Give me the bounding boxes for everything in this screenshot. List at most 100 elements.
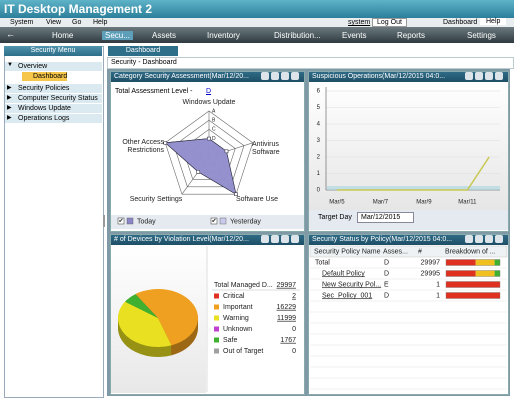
legend-label: Unknown: [223, 326, 252, 333]
logout-button[interactable]: Log Out: [372, 18, 407, 27]
menu-row: [5, 104, 102, 114]
menu-item[interactable]: Windows Update: [18, 105, 71, 112]
legend-label: Safe: [223, 337, 238, 344]
panel-icon[interactable]: [261, 72, 269, 80]
legend-value: 0: [292, 348, 296, 355]
table-cell: Default Policy: [322, 270, 365, 277]
table-cell: 29995: [421, 270, 441, 277]
menu-item[interactable]: Security Policies: [18, 85, 70, 92]
nav-tab[interactable]: Distribution...: [274, 31, 321, 40]
panel-icon[interactable]: [475, 72, 483, 80]
menu-item[interactable]: Computer Security Status: [18, 95, 98, 102]
content-tab[interactable]: Dashboard: [108, 46, 178, 56]
legend-check: ✔: [212, 219, 217, 225]
panel-icon[interactable]: [291, 72, 299, 80]
nav-tab[interactable]: Secu...: [102, 31, 133, 40]
radar-series: [163, 136, 238, 196]
radar-label-line: Windows Update: [183, 99, 236, 106]
y-tick-label: 2: [317, 155, 321, 161]
legend-swatch: [214, 293, 219, 299]
nav-tab[interactable]: Assets: [152, 31, 177, 40]
pie-slice: [135, 289, 198, 346]
radar-point: [234, 192, 238, 196]
top-link[interactable]: Help: [480, 18, 507, 25]
legend-swatch: [214, 337, 219, 343]
baseline-band: [327, 186, 500, 190]
menu-row: [5, 114, 102, 124]
radar-grid: [164, 110, 254, 195]
radar-point: [163, 141, 168, 145]
radar-point: [224, 149, 229, 154]
panel-icon[interactable]: [281, 72, 289, 80]
panel-icon[interactable]: [465, 235, 473, 243]
legend-label: Out of Target: [223, 348, 263, 355]
total-label: Total Managed D...: [214, 282, 273, 289]
pie-slice: [118, 301, 172, 347]
breakdown-bar: [475, 259, 495, 266]
panel-icon[interactable]: [495, 72, 503, 80]
line: [336, 156, 490, 191]
menu-row: [5, 94, 102, 104]
radar-point: [196, 170, 200, 174]
nav-tab[interactable]: Inventory: [207, 31, 240, 40]
radar-tick-label: B: [212, 118, 216, 124]
nav-tab[interactable]: Events: [342, 31, 367, 40]
splitter[interactable]: [103, 215, 105, 227]
menu-item[interactable]: System: [10, 19, 34, 26]
sidebar-title: Security Menu: [4, 46, 102, 56]
pie-slice: [135, 294, 158, 318]
panel-title: # of Devices by Violation Level(Mar/12/2…: [111, 235, 304, 245]
y-tick-label: 5: [317, 105, 321, 111]
menu-item[interactable]: Operations Logs: [18, 115, 70, 122]
panel-icon[interactable]: [271, 235, 279, 243]
panel-icon[interactable]: [271, 72, 279, 80]
menu-item[interactable]: Help: [93, 19, 108, 26]
breakdown-bar: [494, 259, 500, 266]
panel-icon[interactable]: [475, 235, 483, 243]
radar-label-line: Security Settings: [130, 196, 183, 203]
legend-label: Today: [137, 218, 156, 225]
legend-label: Yesterday: [230, 218, 261, 225]
nav-tab[interactable]: Reports: [397, 31, 426, 40]
breakdown-bar: [446, 281, 500, 288]
target-day-select[interactable]: Mar/12/2015: [357, 212, 414, 223]
nav-tab[interactable]: Settings: [467, 31, 496, 40]
menu-arrow: ▶: [7, 95, 12, 101]
menu-item[interactable]: View: [46, 19, 62, 26]
panel-icon[interactable]: [465, 72, 473, 80]
panel-title: Category Security Assessment(Mar/12/20..…: [111, 72, 304, 82]
pie-slice: [125, 294, 158, 318]
breakdown-bar: [446, 270, 476, 277]
menu-item[interactable]: Dashboard: [33, 73, 68, 80]
menu-item[interactable]: Overview: [18, 63, 48, 70]
legend-value: 11999: [277, 315, 296, 322]
column-header: Asses...: [383, 248, 408, 255]
panel-icon[interactable]: [485, 235, 493, 243]
legend-value: 2: [292, 293, 296, 300]
legend-swatch: [214, 304, 219, 310]
panel-icon[interactable]: [291, 235, 299, 243]
menu-item[interactable]: Go: [72, 19, 82, 26]
menu-bar: [0, 18, 514, 27]
legend-label: Important: [223, 304, 253, 311]
panel-icon[interactable]: [495, 235, 503, 243]
panel-icon[interactable]: [485, 72, 493, 80]
nav-tab[interactable]: Home: [52, 31, 74, 40]
radar-label: Other Access Restrictions: [122, 139, 164, 154]
back-button[interactable]: ←: [6, 29, 15, 39]
menu-selected: [22, 72, 67, 81]
y-tick-label: 0: [317, 188, 321, 194]
summary-value[interactable]: D: [206, 88, 212, 95]
legend-label: Critical: [223, 293, 245, 300]
y-tick-label: 3: [317, 138, 321, 144]
menu-arrow: ▶: [7, 105, 12, 111]
radar-label-line: Antivirus: [252, 141, 279, 148]
radar-label-line: Software: [252, 149, 280, 156]
breakdown-frame: [445, 270, 501, 277]
panel-icon[interactable]: [261, 235, 269, 243]
summary-label: Total Assessment Level -: [115, 88, 193, 95]
panel-icon[interactable]: [281, 235, 289, 243]
legend-swatch: [219, 217, 227, 225]
top-link[interactable]: Dashboard: [443, 19, 478, 26]
